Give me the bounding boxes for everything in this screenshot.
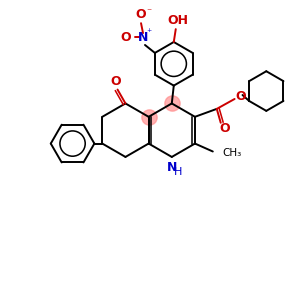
Text: N: N bbox=[138, 31, 148, 44]
Text: N: N bbox=[167, 161, 177, 174]
Text: H: H bbox=[174, 167, 182, 177]
Text: OH: OH bbox=[167, 14, 188, 27]
Text: O: O bbox=[110, 75, 121, 88]
Text: ⁺: ⁺ bbox=[146, 28, 152, 38]
Text: ⁻: ⁻ bbox=[146, 7, 152, 17]
Text: O: O bbox=[136, 8, 146, 21]
Text: O: O bbox=[219, 122, 230, 135]
Text: CH₃: CH₃ bbox=[223, 148, 242, 158]
Text: O: O bbox=[121, 31, 131, 44]
Text: O: O bbox=[235, 89, 246, 103]
